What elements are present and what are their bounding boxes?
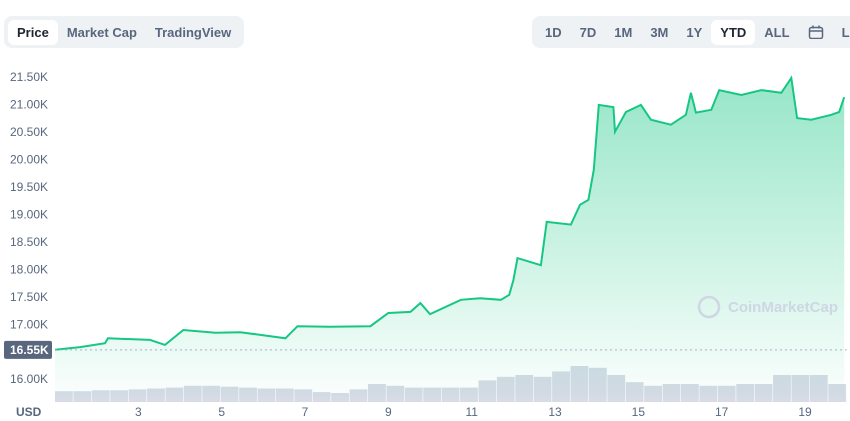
y-tick-label: 21.00K xyxy=(10,98,48,112)
x-tick-label: 5 xyxy=(218,405,225,419)
button[interactable]: Market Cap xyxy=(66,24,137,40)
y-tick-label: 19.00K xyxy=(10,207,48,221)
button[interactable]: 7D xyxy=(579,24,597,40)
y-tick-label: 19.50K xyxy=(10,180,48,194)
currency-label: USD xyxy=(16,405,42,419)
button[interactable]: 1Y xyxy=(686,24,703,40)
y-tick-label: 17.00K xyxy=(10,317,48,331)
current-price-box xyxy=(4,340,52,359)
tab-group: Price Market Cap TradingView xyxy=(4,16,245,48)
x-tick-label: 15 xyxy=(632,405,646,419)
price-area xyxy=(55,78,845,397)
y-tick-label: 17.50K xyxy=(10,290,48,304)
button[interactable]: LOG xyxy=(841,24,850,40)
x-tick-label: 17 xyxy=(715,405,729,419)
range-group: 1D 7D 1M 3M 1Y YTD ALL LOG xyxy=(532,16,850,48)
x-tick-label: 9 xyxy=(385,405,392,419)
button[interactable]: ALL xyxy=(764,24,790,40)
button[interactable]: 3M xyxy=(650,24,669,40)
watermark-logo xyxy=(697,295,721,319)
button[interactable]: 1D xyxy=(545,24,562,40)
y-tick-label: 18.50K xyxy=(10,235,48,249)
y-tick-label: 16.00K xyxy=(10,372,48,386)
current-price-label: 16.55K xyxy=(10,343,49,357)
y-tick-label: 20.50K xyxy=(10,125,48,139)
volume-bar xyxy=(331,393,349,402)
price-line xyxy=(54,75,846,351)
watermark: CoinMarketCap xyxy=(728,299,838,316)
volume-bar xyxy=(312,392,331,402)
x-tick-label: 7 xyxy=(302,405,309,419)
button[interactable]: Price xyxy=(8,19,58,45)
button[interactable]: 1M xyxy=(614,24,633,40)
calendar-button[interactable] xyxy=(799,20,833,44)
y-tick-label: 20.00K xyxy=(10,153,48,167)
x-tick-label: 11 xyxy=(465,405,478,419)
volume-bar xyxy=(55,391,73,402)
x-tick-label: 19 xyxy=(798,405,812,419)
button[interactable]: YTD xyxy=(711,19,756,45)
button[interactable]: TradingView xyxy=(154,24,232,40)
x-tick-label: 3 xyxy=(135,405,142,419)
volume-bar xyxy=(73,391,92,402)
y-tick-label: 21.50K xyxy=(10,70,48,84)
y-tick-label: 18.00K xyxy=(10,262,48,276)
x-tick-label: 13 xyxy=(548,405,562,419)
